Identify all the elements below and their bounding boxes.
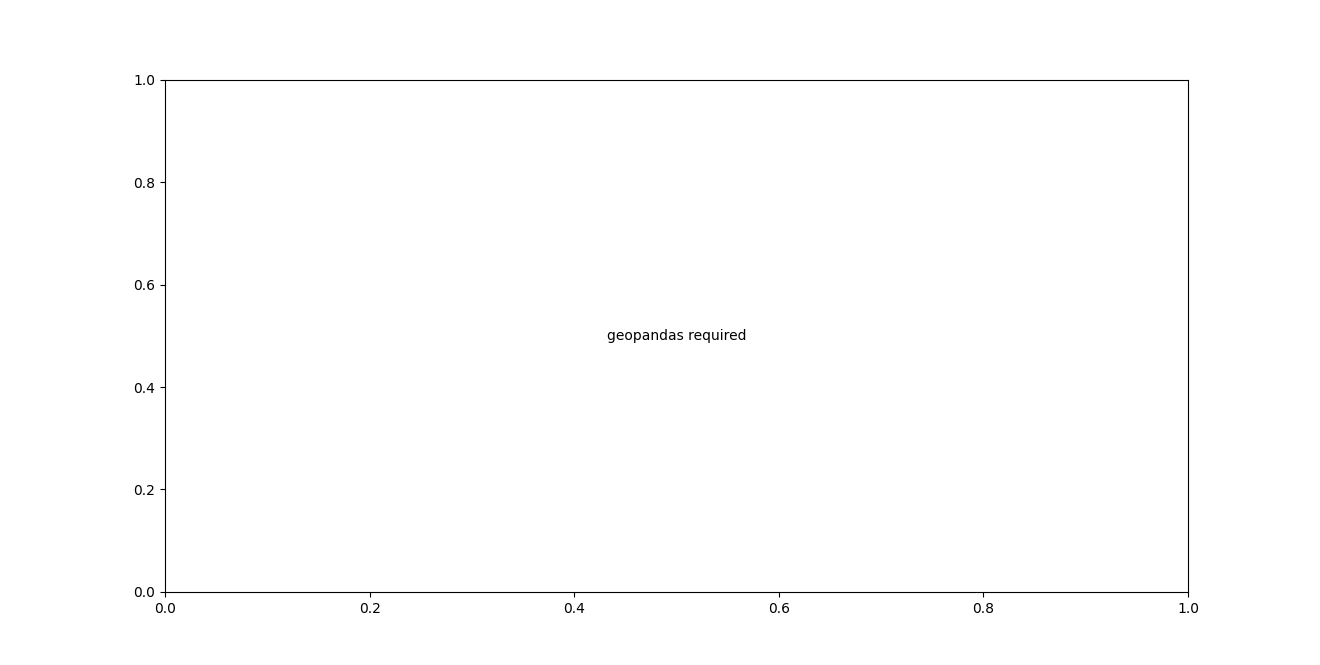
Text: geopandas required: geopandas required (607, 329, 746, 343)
